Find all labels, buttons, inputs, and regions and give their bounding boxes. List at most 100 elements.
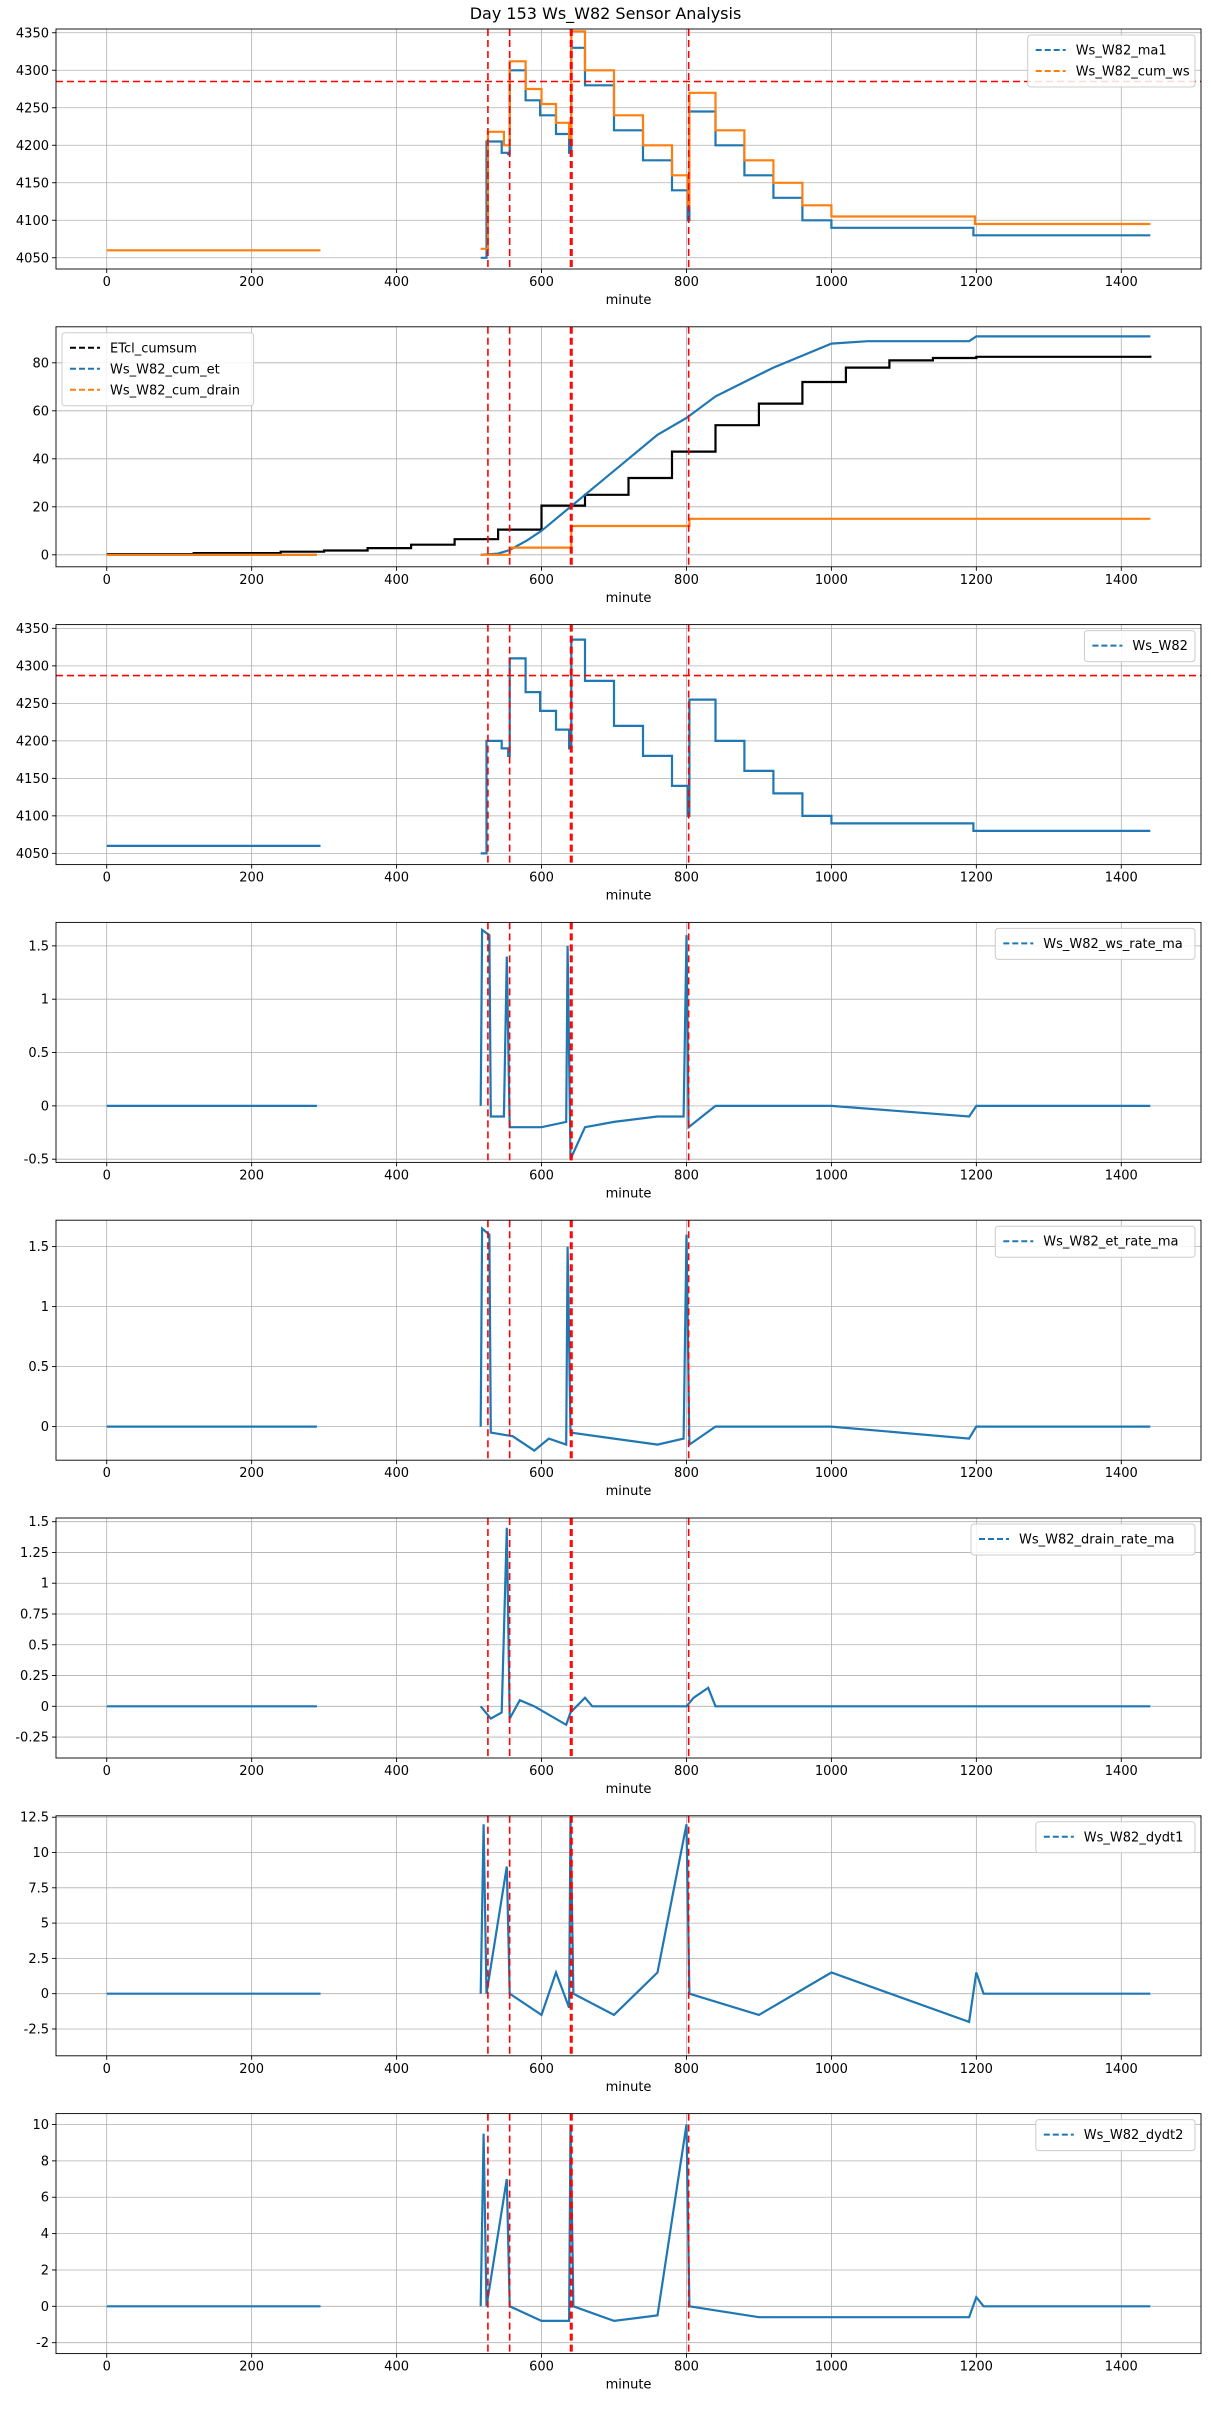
legend-label: Ws_W82_dydt2 xyxy=(1084,2128,1184,2143)
x-tick-label: 1400 xyxy=(1105,573,1138,588)
y-tick-label: 0 xyxy=(41,1700,49,1715)
y-tick-label: 0 xyxy=(41,1420,49,1435)
x-tick-label: 600 xyxy=(529,275,554,290)
y-tick-label: 4200 xyxy=(16,734,49,749)
legend-label: Ws_W82 xyxy=(1132,639,1188,654)
x-tick-label: 1400 xyxy=(1105,1764,1138,1779)
legend-label: Ws_W82_drain_rate_ma xyxy=(1019,1533,1174,1548)
y-tick-label: 4200 xyxy=(16,139,49,154)
x-tick-label: 600 xyxy=(529,871,554,886)
x-tick-label: 200 xyxy=(239,275,264,290)
axes-frame xyxy=(55,1517,1202,1759)
legend-label: ETcl_cumsum xyxy=(110,341,197,356)
x-tick-label: 800 xyxy=(674,871,699,886)
legend-box xyxy=(994,927,1196,960)
x-tick-label: 400 xyxy=(384,2062,409,2077)
legend-box xyxy=(970,1523,1196,1556)
x-tick-label: 0 xyxy=(103,275,111,290)
x-tick-label: 800 xyxy=(674,2360,699,2375)
subplot-8: 0 200 400 600 800 1000 1200 1400 minute -2 0 2 4 6 8 10… xyxy=(32,2113,1202,2393)
legend: ETcl_cumsum Ws_W82_cum_et Ws_W82_cum_drain xyxy=(61,332,255,407)
x-tick-label: 800 xyxy=(674,275,699,290)
y-tick-label: 2 xyxy=(41,2263,49,2278)
x-axis-label: minute xyxy=(606,1782,652,1797)
y-tick-label: 6 xyxy=(41,2191,49,2206)
subplot-3: 0 200 400 600 800 1000 1200 1400 minute 4050 4100 4… xyxy=(16,622,1202,904)
x-tick-label: 1000 xyxy=(815,573,848,588)
y-tick-label: 1.5 xyxy=(28,939,49,954)
y-tick-label: 0.5 xyxy=(28,1046,49,1061)
y-tick-label: 0.5 xyxy=(28,1360,49,1375)
x-tick-label: 1400 xyxy=(1105,2360,1138,2375)
y-tick-label: 0 xyxy=(41,2300,49,2315)
series-line-Ws_W82_cum_et xyxy=(106,335,1151,556)
x-tick-label: 200 xyxy=(239,871,264,886)
y-tick-label: -0.25 xyxy=(15,1731,49,1746)
series-line-Ws_W82_drain_rate_ma xyxy=(106,1527,1151,1727)
x-tick-label: 200 xyxy=(239,1466,264,1481)
legend-label: Ws_W82_cum_drain xyxy=(110,383,240,398)
y-tick-label: 4150 xyxy=(16,772,49,787)
x-tick-label: 1400 xyxy=(1105,1466,1138,1481)
legend: Ws_W82_dydt2 xyxy=(1035,2119,1196,2152)
x-axis-label: minute xyxy=(606,2080,652,2095)
x-tick-label: 1200 xyxy=(960,275,993,290)
y-tick-label: 80 xyxy=(32,356,49,371)
series-line-Ws_W82 xyxy=(106,638,1151,855)
x-tick-label: 600 xyxy=(529,573,554,588)
plot-area xyxy=(56,624,1201,865)
x-tick-label: 0 xyxy=(103,871,111,886)
x-tick-label: 1400 xyxy=(1105,871,1138,886)
axes-frame xyxy=(55,326,1202,568)
x-tick-label: 600 xyxy=(529,1466,554,1481)
x-tick-label: 1000 xyxy=(815,1764,848,1779)
legend-label: Ws_W82_et_rate_ma xyxy=(1043,1235,1178,1250)
x-tick-label: 800 xyxy=(674,573,699,588)
legend-box xyxy=(61,332,255,407)
series-line-Ws_W82_et_rate_ma xyxy=(106,1226,1151,1452)
x-tick-label: 1000 xyxy=(815,2062,848,2077)
x-tick-label: 800 xyxy=(674,2062,699,2077)
plot-area xyxy=(106,1815,1151,2056)
y-tick-label: -2 xyxy=(36,2336,49,2351)
y-tick-label: -0.5 xyxy=(24,1153,49,1168)
axes-frame xyxy=(55,1815,1202,2057)
y-tick-label: 4250 xyxy=(16,697,49,712)
plot-area xyxy=(56,29,1201,269)
x-axis-label: minute xyxy=(606,2378,652,2393)
y-tick-label: 1 xyxy=(41,1300,49,1315)
y-tick-label: 4100 xyxy=(16,214,49,229)
x-tick-label: 400 xyxy=(384,573,409,588)
y-tick-label: 12.5 xyxy=(20,1811,49,1826)
y-tick-label: 0 xyxy=(41,1099,49,1114)
plot-area xyxy=(106,922,1151,1163)
y-tick-label: 8 xyxy=(41,2154,49,2169)
x-tick-label: 1000 xyxy=(815,871,848,886)
x-tick-label: 1200 xyxy=(960,1764,993,1779)
x-tick-label: 200 xyxy=(239,573,264,588)
x-axis-label: minute xyxy=(606,591,652,606)
axes-frame xyxy=(55,28,1202,270)
y-tick-label: 1 xyxy=(41,1577,49,1592)
y-tick-label: 4150 xyxy=(16,176,49,191)
y-tick-label: -2.5 xyxy=(24,2022,49,2037)
x-tick-label: 0 xyxy=(103,1168,111,1183)
x-tick-label: 400 xyxy=(384,871,409,886)
legend-box xyxy=(1027,34,1196,88)
figure-title: Day 153 Ws_W82 Sensor Analysis xyxy=(469,4,742,23)
series-line-ETcl_cumsum xyxy=(106,355,1152,556)
axes-frame xyxy=(55,624,1202,866)
subplot-7: 0 200 400 600 800 1000 1200 1400 minute -2.5 0 2.5 5… xyxy=(20,1811,1202,2095)
series-line-Ws_W82_cum_ws xyxy=(106,30,1151,252)
legend-box xyxy=(1035,2119,1196,2152)
x-tick-label: 200 xyxy=(239,1168,264,1183)
x-tick-label: 1200 xyxy=(960,2062,993,2077)
y-tick-label: 1.5 xyxy=(28,1240,49,1255)
y-tick-label: 1 xyxy=(41,993,49,1008)
y-tick-label: 4250 xyxy=(16,101,49,116)
y-tick-label: 0 xyxy=(41,1987,49,2002)
plot-area xyxy=(106,1220,1151,1461)
plot-area xyxy=(106,326,1152,567)
y-tick-label: 4350 xyxy=(16,26,49,41)
